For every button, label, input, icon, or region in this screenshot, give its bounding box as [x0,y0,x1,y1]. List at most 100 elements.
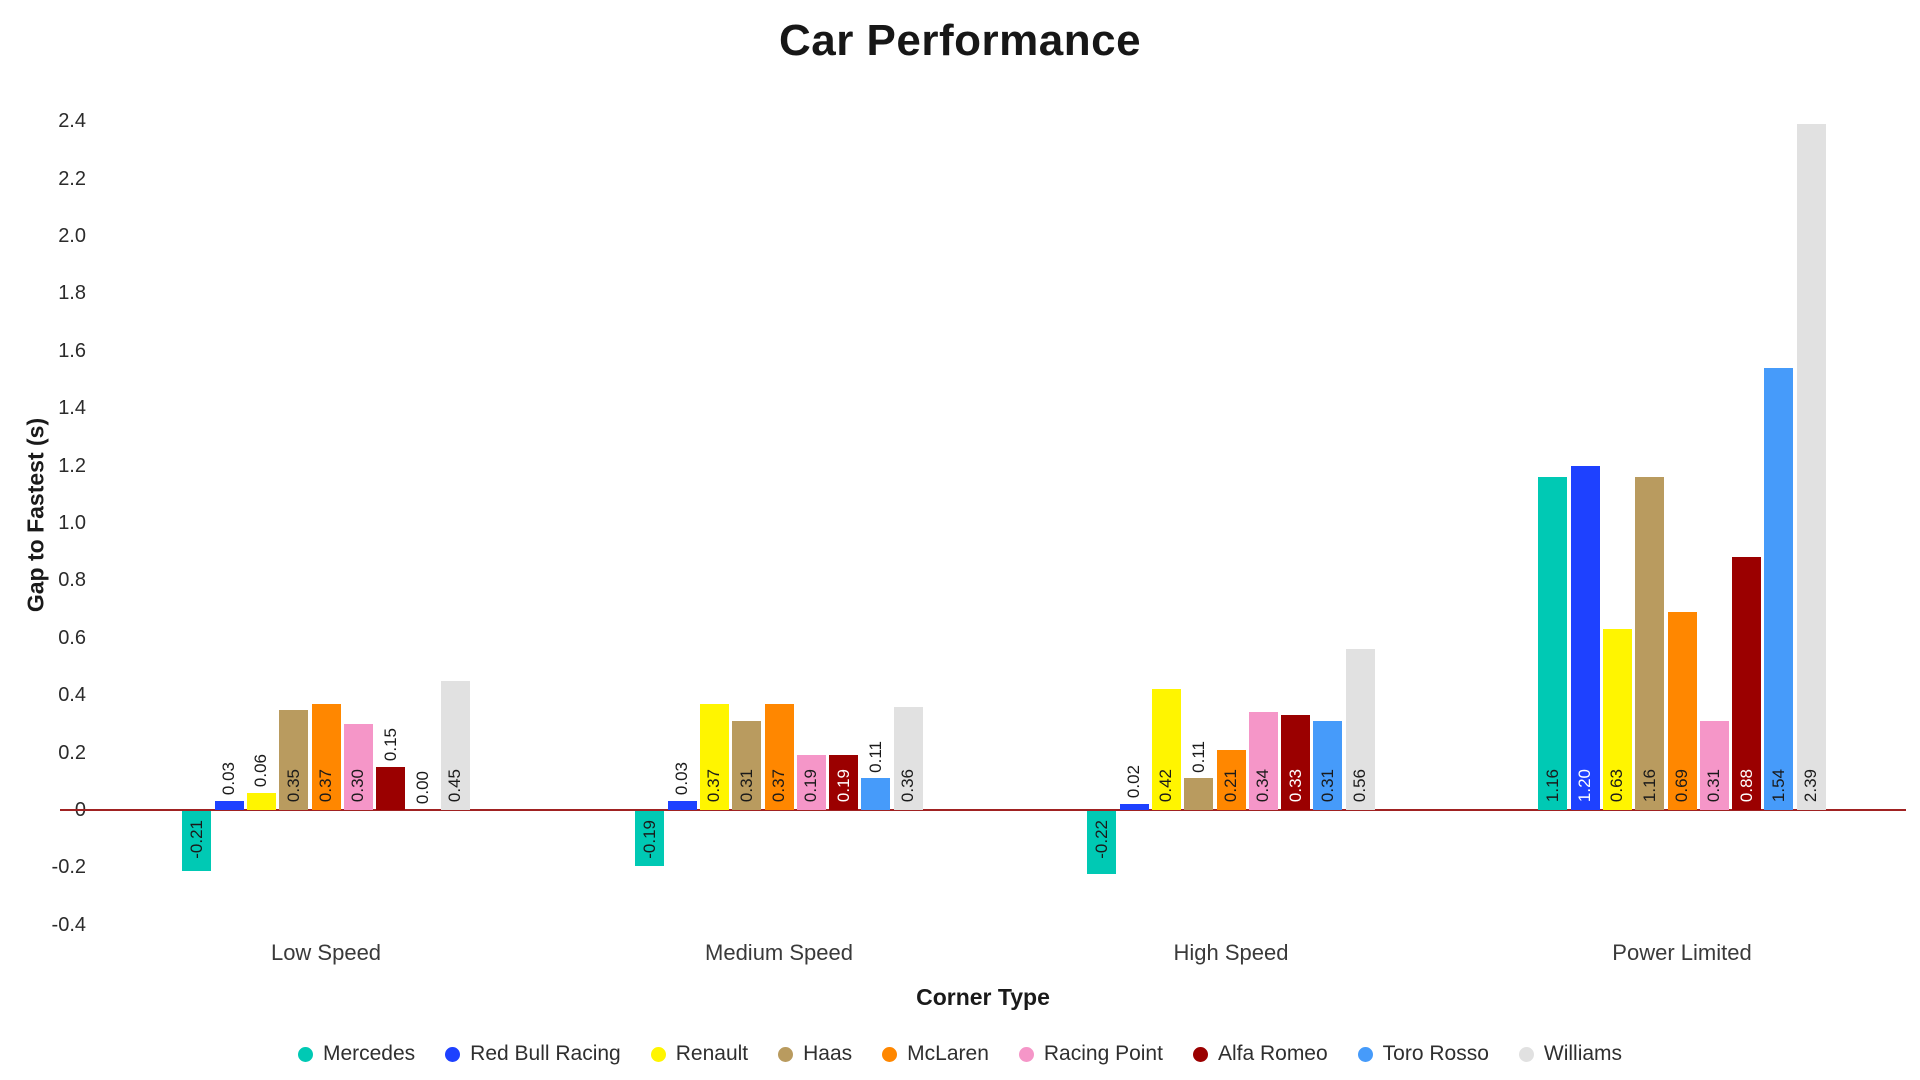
y-tick-label: 2.0 [58,225,86,247]
bar-racing-point-medium-speed [796,755,826,810]
bar-toro-rosso-high-speed [1313,721,1343,810]
category-label-power-limited: Power Limited [1612,940,1752,965]
legend-label: Williams [1543,1042,1623,1065]
bar-value-label: 0.63 [1607,768,1627,802]
bar-value-label: -0.21 [186,820,206,859]
bar-racing-point-high-speed [1248,712,1278,810]
legend-item-mclaren: McLaren [882,1042,989,1066]
bar-value-label: 0.11 [865,740,885,773]
y-tick-label: 0.6 [58,626,86,649]
category-label-low-speed: Low Speed [270,940,382,965]
y-tick-label: -0.4 [51,913,86,936]
bar-value-label: 0.34 [1253,768,1273,802]
bar-value-label: -0.19 [639,820,659,859]
bar-value-label: 0.42 [1156,768,1176,802]
y-tick-label: 2.4 [58,110,86,133]
bar-red-bull-racing-high-speed [1119,804,1149,810]
y-tick-label: 1.6 [58,339,86,362]
bar-haas-low-speed [279,709,309,810]
legend-label: Renault [675,1042,749,1065]
y-tick-label: 0.2 [58,741,86,764]
bar-value-label: 0.45 [445,768,465,802]
bar-alfa-romeo-medium-speed [829,755,859,810]
bar-value-label: 0.31 [736,768,756,802]
bar-renault-low-speed [246,792,276,810]
legend-label: McLaren [907,1042,989,1065]
bar-value-label: 0.19 [801,768,821,802]
bar-haas-power-limited [1635,477,1665,810]
legend-marker-icon [650,1046,666,1062]
bar-renault-medium-speed [699,703,729,810]
bar-alfa-romeo-low-speed [376,766,406,810]
bar-haas-medium-speed [732,721,762,810]
bar-value-label: 0.36 [898,768,918,802]
bar-value-label: 0.15 [380,727,400,761]
bar-mclaren-high-speed [1216,749,1246,810]
y-tick-label: 1.2 [58,454,86,477]
legend-label: Toro Rosso [1382,1042,1489,1065]
bar-williams-medium-speed [893,706,923,810]
bar-value-label: 0.19 [833,768,853,802]
bar-renault-power-limited [1602,629,1632,810]
bar-mclaren-low-speed [311,703,341,810]
bar-value-label: 0.37 [769,768,788,802]
bar-value-label: 0.31 [1317,768,1337,802]
y-tick-label: 1.4 [58,397,86,420]
bar-value-label: 0.69 [1672,768,1691,802]
bar-williams-low-speed [440,680,470,810]
legend-label: Racing Point [1043,1042,1163,1065]
legend-marker-icon [882,1046,898,1062]
bar-value-label: 0.06 [251,753,271,787]
bar-haas-high-speed [1184,778,1214,810]
bar-value-label: 1.16 [1639,768,1659,802]
bar-value-label: 0.31 [1704,768,1724,802]
bar-toro-rosso-power-limited [1764,368,1794,810]
legend-item-toro-rosso: Toro Rosso [1357,1042,1489,1066]
bar-mercedes-low-speed [182,811,212,872]
bar-value-label: -0.22 [1091,820,1111,859]
legend-item-renault: Renault [650,1042,749,1066]
legend-marker-icon [1018,1046,1034,1062]
legend-item-mercedes: Mercedes [297,1042,415,1066]
bar-value-label: 0.33 [1285,768,1305,802]
category-label-high-speed: High Speed [1173,940,1289,965]
bar-red-bull-racing-power-limited [1570,465,1600,810]
bar-red-bull-racing-low-speed [214,801,244,810]
legend-item-alfa-romeo: Alfa Romeo [1192,1042,1328,1066]
y-tick-label: 1.0 [58,512,86,534]
legend-item-haas: Haas [778,1042,852,1066]
bar-value-label: 0.37 [316,768,335,802]
bar-mclaren-medium-speed [764,703,794,810]
bar-mercedes-power-limited [1538,477,1568,810]
bar-value-label: 0.56 [1350,768,1370,802]
legend-item-williams: Williams [1518,1042,1623,1066]
legend-label: Alfa Romeo [1217,1042,1328,1065]
bar-value-label: 0.02 [1124,765,1144,799]
bar-value-label: 1.54 [1768,768,1788,802]
bar-value-label: 1.20 [1575,768,1595,802]
bar-mclaren-power-limited [1667,611,1697,810]
bar-red-bull-racing-medium-speed [667,801,697,810]
legend-marker-icon [1518,1046,1534,1062]
bar-williams-high-speed [1345,649,1375,810]
bar-value-label: 0.37 [704,768,724,802]
legend-item-red-bull-racing: Red Bull Racing [445,1042,621,1066]
bar-value-label: 0.30 [348,768,368,802]
bar-renault-high-speed [1151,689,1181,810]
legend: Mercedes Red Bull Racing Renault Haas McLare… [0,1042,1920,1066]
y-tick-label: -0.2 [51,856,86,879]
x-axis-title: Corner Type [916,984,1050,1010]
category-label-medium-speed: Medium Speed [705,940,853,965]
y-tick-label: 0.4 [58,684,86,707]
bar-value-label: 0.00 [412,770,432,804]
legend-item-racing-point: Racing Point [1018,1042,1163,1066]
bar-alfa-romeo-high-speed [1281,715,1311,810]
y-tick-label: 2.2 [58,167,86,190]
bar-value-label: 2.39 [1801,768,1821,802]
y-tick-label: 1.8 [58,282,86,305]
legend-marker-icon [1192,1046,1208,1062]
bar-williams-power-limited [1796,124,1826,810]
bar-toro-rosso-medium-speed [861,778,891,810]
